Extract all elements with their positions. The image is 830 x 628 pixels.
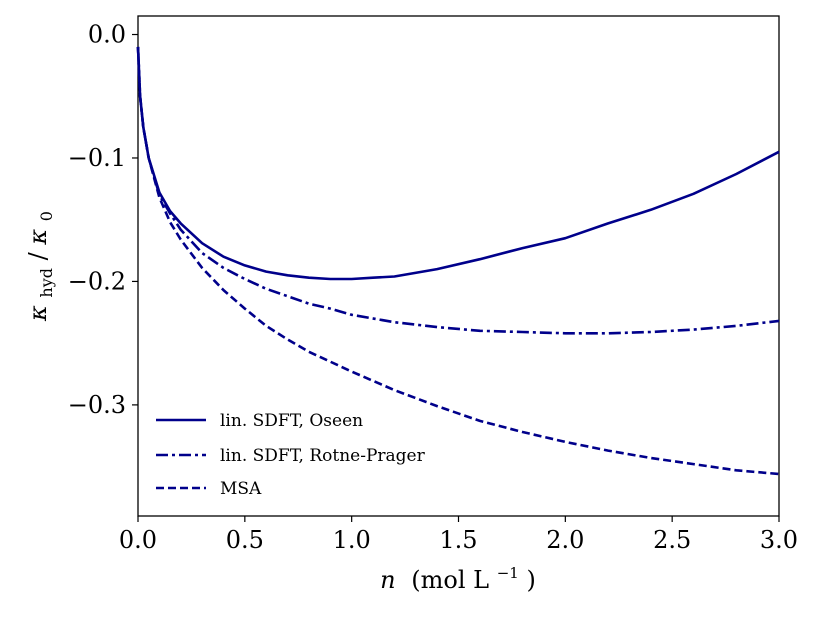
legend-label-msa: MSA — [220, 479, 262, 499]
y-axis-label-kappa-zero: κ — [24, 229, 52, 246]
series-line-lin-sdft-oseen — [136, 46, 780, 281]
x-axis-label-exponent: −1 — [497, 564, 519, 582]
series-line-msa — [136, 46, 780, 476]
y-axis-label-subscript-zero: 0 — [37, 211, 56, 221]
legend: lin. SDFT, Oseen lin. SDFT, Rotne-Prager… — [156, 411, 426, 499]
x-tick-label: 1.5 — [439, 526, 477, 554]
x-tick-label: 3.0 — [760, 526, 798, 554]
y-tick-label: −0.1 — [68, 144, 126, 172]
x-axis-label-close: ) — [526, 566, 535, 594]
x-tick-label: 0.0 — [119, 526, 157, 554]
x-axis-ticks: 0.0 0.5 1.0 1.5 2.0 2.5 3.0 — [119, 516, 798, 554]
y-tick-label: −0.2 — [68, 267, 126, 295]
y-axis-ticks: 0.0 −0.1 −0.2 −0.3 — [68, 21, 138, 419]
y-axis-label-kappa: κ — [24, 305, 52, 322]
legend-label-oseen: lin. SDFT, Oseen — [220, 411, 363, 431]
x-tick-label: 0.5 — [226, 526, 264, 554]
x-axis-label-unit: (mol L — [411, 566, 489, 594]
y-tick-label: −0.3 — [68, 391, 126, 419]
legend-label-rotne-prager: lin. SDFT, Rotne-Prager — [220, 446, 426, 466]
x-axis-label: n (mol L −1 ) — [380, 556, 536, 594]
y-axis-label-slash: / — [24, 251, 52, 260]
x-tick-label: 2.5 — [653, 526, 691, 554]
x-axis-label-variable: n — [380, 566, 395, 594]
series-layer — [136, 46, 780, 476]
y-axis-label-subscript-hyd: hyd — [37, 268, 56, 298]
x-tick-label: 2.0 — [546, 526, 584, 554]
x-tick-label: 1.0 — [333, 526, 371, 554]
y-axis-label: κ hyd / κ 0 — [24, 211, 58, 322]
y-tick-label: 0.0 — [88, 21, 126, 49]
